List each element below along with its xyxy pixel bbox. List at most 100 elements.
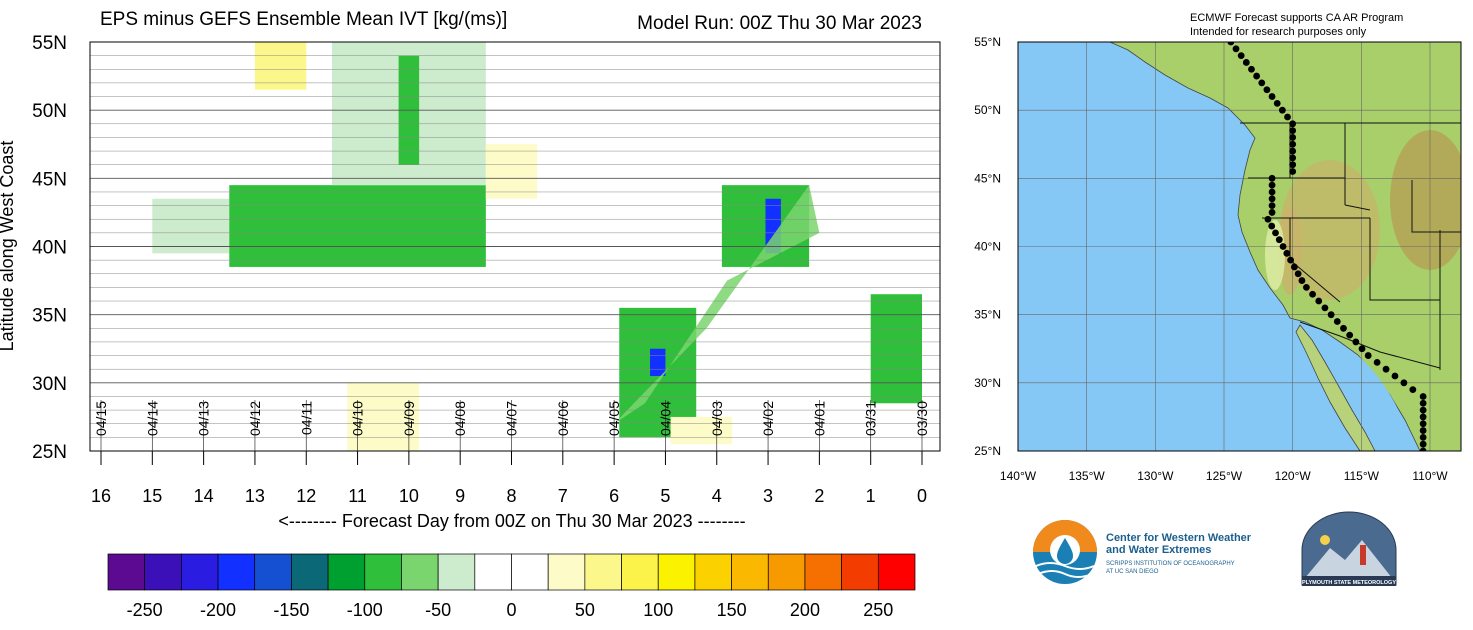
colorbar-labels: -250 -200 -150 -100 -50 0 50 100 150 200 250 <box>127 600 894 620</box>
colorbar-swatch <box>804 553 842 591</box>
day-tick-label: 2 <box>814 486 824 506</box>
coast-point <box>1298 277 1306 284</box>
ivt-feature-2 <box>229 185 486 267</box>
date-label: 04/14 <box>144 401 160 436</box>
coast-point <box>1289 127 1297 135</box>
colorbar <box>107 553 916 591</box>
day-tick-label: 10 <box>399 486 419 506</box>
map-lon-label: 140°W <box>1000 469 1037 483</box>
map-lon-label: 115°W <box>1344 469 1380 483</box>
colorbar-swatch <box>437 553 476 591</box>
coast-point <box>1352 338 1360 346</box>
coast-point <box>1232 45 1240 53</box>
coast-point <box>1284 113 1291 121</box>
map-lat-label: 45°N <box>974 171 1001 185</box>
map-lon-label: 135°W <box>1069 469 1106 483</box>
cw3e-affiliation-line1: SCRIPPS INSTITUTION OF OCEANOGRAPHY <box>1106 561 1235 567</box>
map-gridlines <box>1018 42 1461 451</box>
ivt-feature-6 <box>650 348 666 377</box>
map-lat-label: 55°N <box>974 35 1001 49</box>
coast-point <box>1275 236 1283 244</box>
colorbar-label: -100 <box>347 600 383 620</box>
date-label: 04/04 <box>657 401 673 436</box>
map-lat-label: 25°N <box>974 444 1001 458</box>
coast-point <box>1273 99 1281 107</box>
map-longitude-labels: 140°W 135°W 130°W 125°W 120°W 115°W 110°W <box>1000 469 1448 483</box>
coast-point <box>1294 270 1302 278</box>
coast-point <box>1358 345 1366 353</box>
coast-point <box>1321 304 1329 312</box>
day-tick-label: 5 <box>660 486 670 506</box>
model-run-label: Model Run: 00Z Thu 30 Mar 2023 <box>637 13 922 34</box>
coast-point <box>1419 393 1427 400</box>
day-tick-label: 13 <box>245 486 265 506</box>
date-label: 03/30 <box>914 401 930 436</box>
day-tick-label: 16 <box>91 486 111 506</box>
lat-tick-label: 55N <box>32 33 67 54</box>
coast-point <box>1279 243 1287 250</box>
plymouth-state-logo: PLYMOUTH STATE METEOROLOGY <box>1301 511 1397 586</box>
mountain-icon <box>1305 540 1392 578</box>
cw3e-logo: Center for Western Weather and Water Ext… <box>1033 520 1252 584</box>
map-title-line1: ECMWF Forecast supports CA AR Program <box>1190 12 1403 24</box>
colorbar-swatch <box>731 553 769 591</box>
coast-point <box>1382 365 1390 373</box>
colorbar-swatch <box>217 553 256 591</box>
colorbar-swatch <box>107 553 146 591</box>
map-lon-label: 130°W <box>1137 469 1174 483</box>
water-drop-icon <box>1057 538 1073 564</box>
date-label: 04/13 <box>196 401 212 436</box>
coast-point <box>1289 168 1297 175</box>
coast-point <box>1268 222 1276 230</box>
coast-point <box>1327 311 1335 319</box>
ivt-feature-12 <box>670 416 733 445</box>
cw3e-name-line1: Center for Western Weather <box>1106 532 1252 544</box>
coast-point <box>1419 433 1427 441</box>
coast-point <box>1419 440 1427 448</box>
day-tick-label: 15 <box>142 486 162 506</box>
date-label: 04/06 <box>555 401 571 436</box>
coast-point <box>1289 134 1297 141</box>
cw3e-name-line2: and Water Extremes <box>1106 544 1211 556</box>
day-tick-label: 3 <box>763 486 773 506</box>
atmospheric-river-band <box>614 185 820 424</box>
coast-point <box>1346 331 1354 339</box>
coast-point <box>1373 358 1381 366</box>
colorbar-swatch <box>584 553 622 591</box>
date-label: 04/05 <box>606 401 622 436</box>
ivt-feature-13 <box>485 144 538 199</box>
coast-point <box>1268 195 1276 203</box>
coast-point <box>1248 65 1255 73</box>
lighthouse-icon <box>1360 545 1366 565</box>
colorbar-label: 150 <box>717 600 747 620</box>
day-tick-label: 7 <box>558 486 568 506</box>
coast-point <box>1258 79 1266 87</box>
rockies-terrain <box>1390 130 1461 270</box>
coast-point <box>1272 229 1279 237</box>
coast-point <box>1289 161 1297 169</box>
date-label: 04/01 <box>811 401 827 436</box>
coast-point <box>1287 256 1295 264</box>
colorbar-swatch <box>694 553 732 591</box>
cw3e-affiliation-line2: AT UC SAN DIEGO <box>1106 569 1159 575</box>
map-lat-label: 50°N <box>974 103 1001 117</box>
ivt-feature-9 <box>870 294 922 404</box>
colorbar-swatch <box>181 553 219 591</box>
date-label: 04/03 <box>709 401 725 436</box>
ivt-feature-10 <box>254 42 307 90</box>
map-frame <box>1017 41 1462 452</box>
sun-icon <box>1320 535 1330 545</box>
coast-point <box>1419 447 1427 451</box>
date-label: 04/12 <box>247 401 263 436</box>
x-axis-label: <-------- Forecast Day from 00Z on Thu 3… <box>278 511 745 531</box>
colorbar-swatch <box>144 553 182 591</box>
plot-gridlines <box>90 41 940 452</box>
ivt-feature-11 <box>347 382 420 451</box>
coast-point <box>1419 420 1427 428</box>
forecast-day-axis: 16 15 14 13 12 11 10 9 8 7 6 5 4 3 2 1 0 <box>91 451 927 506</box>
map-lat-label: 30°N <box>974 376 1001 390</box>
colorbar-swatch <box>841 553 879 591</box>
day-tick-label: 11 <box>348 486 367 506</box>
lat-tick-label: 35N <box>32 306 67 327</box>
